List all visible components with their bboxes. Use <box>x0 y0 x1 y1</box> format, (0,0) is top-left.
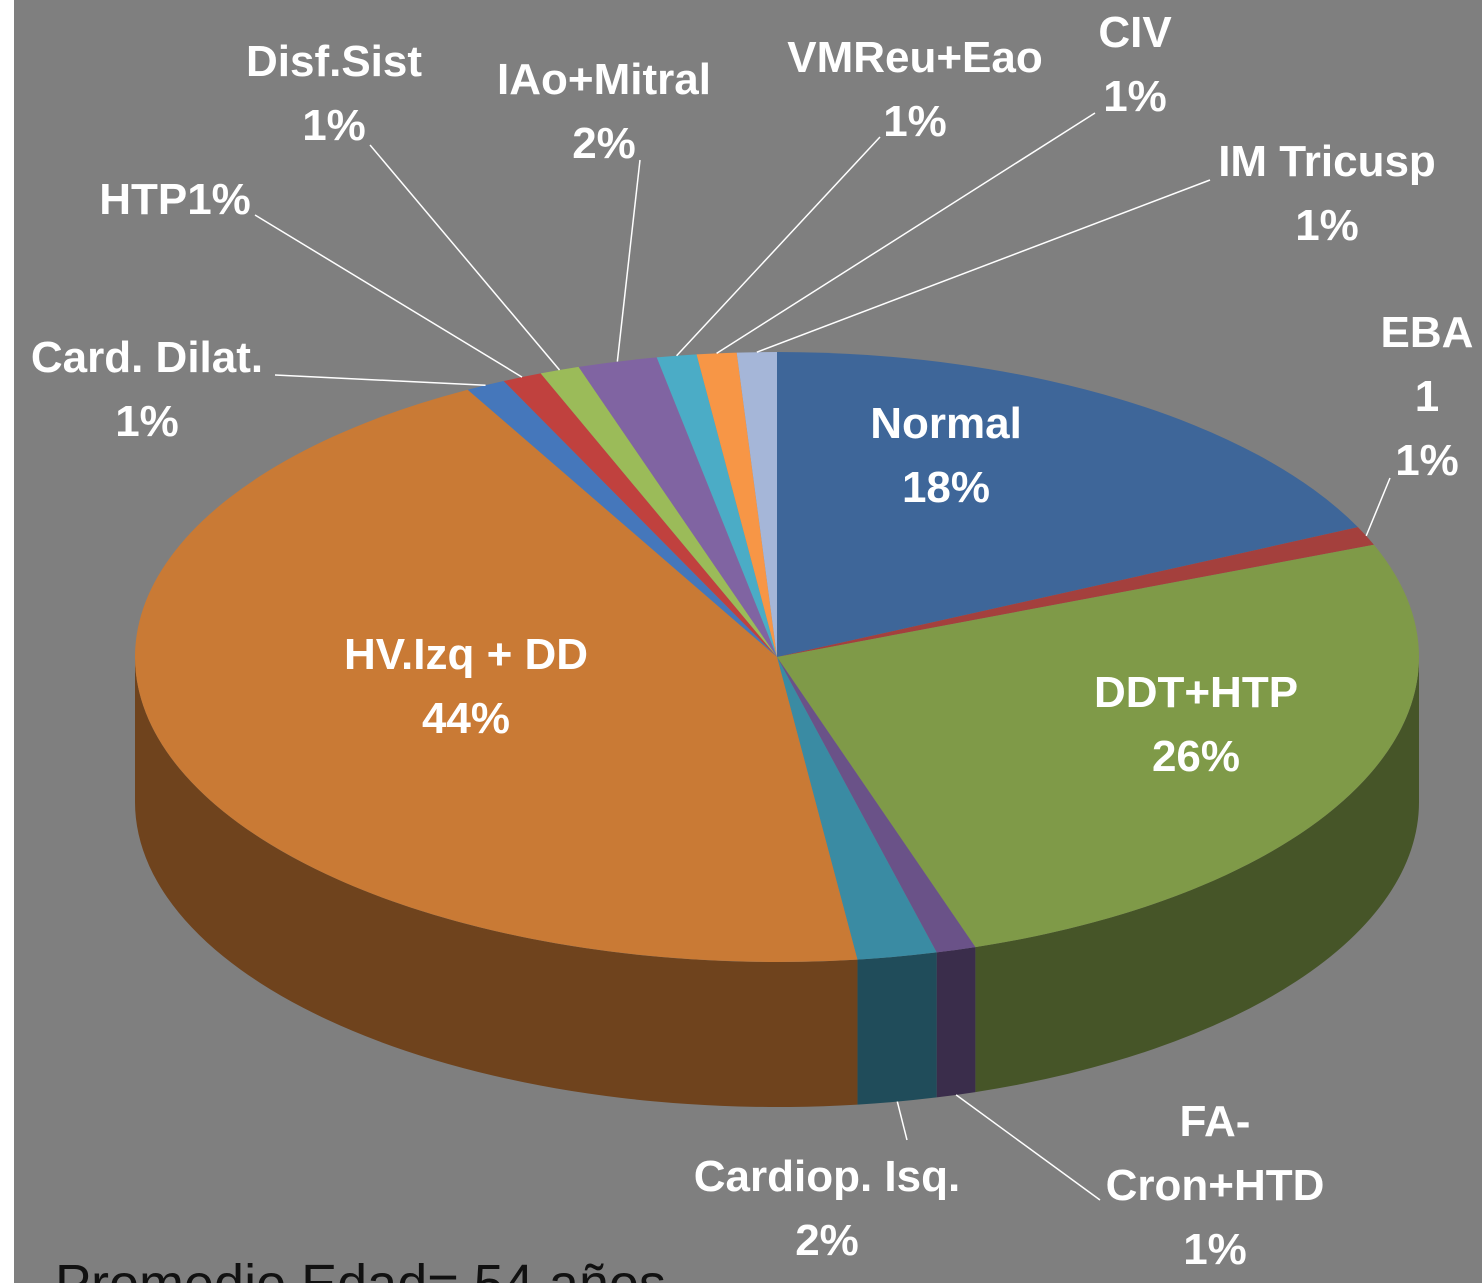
value-label: 44% <box>421 694 511 743</box>
annotation: Promedio Edad= 54 años <box>55 1254 666 1283</box>
slice-side <box>857 952 937 1105</box>
leader-lines <box>254 112 1391 1201</box>
value-label: 1% <box>1295 201 1359 250</box>
value-label: 2% <box>572 119 636 168</box>
leader-line <box>274 374 486 386</box>
slice <box>777 657 976 953</box>
slice-label: Cardiop. Isq. 2% <box>657 1145 997 1273</box>
value-label: 2% <box>795 1216 859 1265</box>
value-label: 1% <box>1395 436 1459 485</box>
slice <box>777 657 937 960</box>
leader-line <box>369 144 561 371</box>
slice-label: HV.Izq + DD 44% <box>306 623 626 751</box>
left-strip <box>0 0 14 1283</box>
slice <box>777 544 1419 948</box>
category-label: Normal <box>870 399 1022 448</box>
leader-line <box>616 159 641 362</box>
slice-label: Normal 18% <box>796 392 1096 520</box>
value-label: 1% <box>115 397 179 446</box>
value-label: 26% <box>1151 732 1241 781</box>
category-label: EBA 1 <box>1380 308 1474 421</box>
category-label: HTP <box>99 175 188 224</box>
category-label: VMReu+Eao <box>787 33 1043 82</box>
slice-label: FA-Cron+HTD 1% <box>1090 1090 1340 1282</box>
value-label: 1% <box>1183 1225 1247 1274</box>
slice <box>467 381 777 657</box>
leader-line <box>955 1094 1101 1201</box>
slice-side <box>936 947 976 1098</box>
category-label: Cardiop. Isq. <box>693 1152 961 1201</box>
leader-line <box>756 179 1211 353</box>
slice <box>777 352 1358 657</box>
slice-label: CIV 1% <box>1075 1 1195 129</box>
category-label: HV.Izq + DD <box>343 630 589 679</box>
value-label: 1% <box>187 175 251 224</box>
value-label: 1% <box>1103 72 1167 121</box>
slice <box>777 527 1374 657</box>
slice-label: HTP1% <box>65 168 285 232</box>
value-label: 18% <box>901 463 991 512</box>
slice <box>578 357 777 657</box>
slice-label: VMReu+Eao 1% <box>765 26 1065 154</box>
value-label: 1% <box>883 97 947 146</box>
slice <box>696 352 777 657</box>
leader-line <box>676 136 881 357</box>
slice-side <box>135 657 858 1108</box>
slice <box>135 389 858 963</box>
slice-label: IAo+Mitral 2% <box>464 48 744 176</box>
category-label: DDT+HTP <box>1093 668 1299 717</box>
slice <box>656 354 777 657</box>
leader-line <box>896 1101 908 1141</box>
leader-line <box>254 214 523 378</box>
category-label: FA-Cron+HTD <box>1105 1097 1325 1210</box>
leader-line <box>1365 477 1391 537</box>
slice <box>540 366 777 657</box>
category-label: CIV <box>1098 8 1172 57</box>
slice-label: EBA 1 1% <box>1377 301 1477 493</box>
slice-side <box>975 657 1419 1093</box>
slice <box>503 373 777 657</box>
pie-tops <box>135 352 1419 963</box>
slice-label: Disf.Sist 1% <box>204 30 464 158</box>
slice <box>736 352 777 657</box>
pie-sides <box>135 657 1419 1108</box>
leader-line <box>716 112 1096 354</box>
category-label: IAo+Mitral <box>497 55 711 104</box>
category-label: Disf.Sist <box>245 37 423 86</box>
category-label: IM Tricusp <box>1218 137 1436 186</box>
slice-label: IM Tricusp 1% <box>1197 130 1457 258</box>
value-label: 1% <box>302 101 366 150</box>
category-label: Card. Dilat. <box>30 333 264 382</box>
slice-label: DDT+HTP 26% <box>1036 661 1356 789</box>
slice-label: Card. Dilat. 1% <box>0 326 297 454</box>
